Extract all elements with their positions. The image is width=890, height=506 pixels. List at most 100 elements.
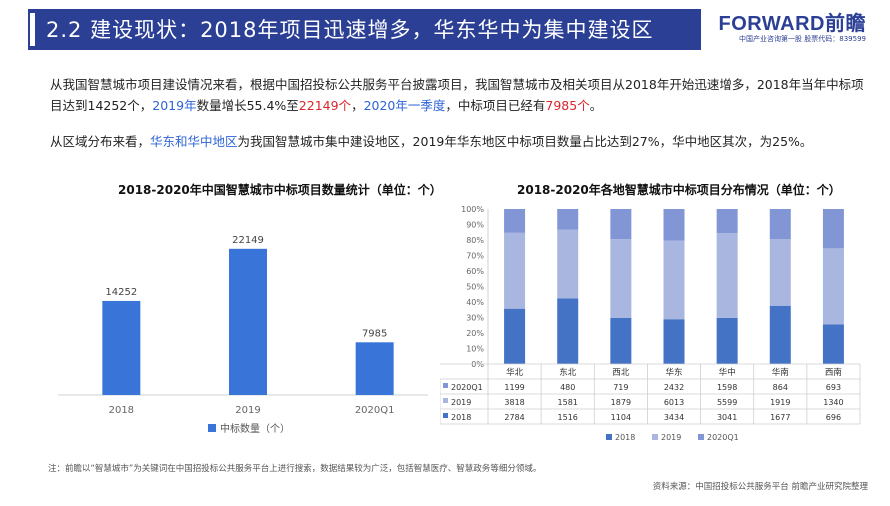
x-tick-label: 华北 [506, 367, 524, 378]
table-cell: 1340 [823, 398, 843, 407]
y-tick-label: 40% [466, 298, 484, 307]
table-cell: 696 [826, 413, 841, 422]
stack-segment-华南-2018 [769, 305, 791, 364]
table-cell: 5599 [717, 398, 737, 407]
table-cell: 3818 [504, 398, 524, 407]
x-tick-label: 西南 [825, 367, 842, 378]
footnote: 注：前瞻以“智慧城市”为关键词在中国招投标公共服务平台上进行搜索，数据结果较为广… [48, 464, 542, 474]
legend-swatch-2018 [606, 434, 612, 440]
table-row-label: 2019 [451, 398, 471, 407]
y-tick-label: 60% [466, 267, 484, 276]
y-tick-label: 80% [466, 236, 484, 245]
para2-text: 从区域分布来看， [50, 134, 151, 149]
table-cell: 1677 [770, 413, 790, 422]
table-row-label: 2020Q1 [451, 383, 483, 392]
data-label: 7985 [362, 328, 387, 339]
left-chart-title: 2018-2020年中国智慧城市中标项目数量统计（单位：个） [118, 183, 442, 197]
data-label: 14252 [105, 287, 137, 298]
stack-segment-华北-2020Q1 [504, 209, 526, 233]
stack-segment-华东-2020Q1 [663, 209, 685, 241]
x-tick-label: 华中 [719, 367, 736, 378]
legend-label: 2020Q1 [707, 433, 739, 442]
y-tick-label: 0% [471, 360, 484, 369]
page-title: 2.2 建设现状：2018年项目迅速增多，华东华中为集中建设区 [46, 18, 654, 42]
stack-segment-东北-2020Q1 [557, 209, 579, 230]
para1-highlight-2019: 2019年 [152, 98, 197, 113]
stack-segment-华北-2019 [504, 232, 526, 309]
y-tick-label: 100% [461, 205, 484, 214]
y-tick-label: 20% [466, 329, 484, 338]
para1-text: 。 [589, 98, 603, 113]
table-row-label: 2018 [451, 413, 471, 422]
y-tick-label: 50% [466, 283, 484, 292]
title-bar [28, 9, 701, 50]
stack-segment-华中-2020Q1 [716, 209, 738, 234]
x-tick-label: 华东 [665, 367, 682, 378]
table-cell: 1199 [504, 383, 524, 392]
table-cell: 693 [826, 383, 841, 392]
title-accent [30, 13, 35, 46]
table-cell: 6013 [664, 398, 684, 407]
y-tick-label: 10% [466, 345, 484, 354]
stack-segment-华东-2018 [663, 319, 685, 364]
header: 2.2 建设现状：2018年项目迅速增多，华东华中为集中建设区 FORWARD前… [0, 0, 890, 60]
y-tick-label: 30% [466, 314, 484, 323]
para1-highlight-22149: 22149个 [298, 98, 352, 113]
source-note: 资料来源：中国招投标公共服务平台 前瞻产业研究院整理 [652, 482, 868, 492]
stack-segment-西北-2020Q1 [610, 209, 632, 240]
data-label: 22149 [232, 235, 264, 246]
legend-label: 2019 [661, 433, 681, 442]
right-chart-title: 2018-2020年各地智慧城市中标项目分布情况（单位：个） [517, 183, 841, 197]
table-cell: 2432 [664, 383, 684, 392]
bar-2019 [229, 248, 267, 395]
bar-2018 [102, 300, 141, 395]
table-cell: 1598 [717, 383, 737, 392]
table-cell: 1919 [770, 398, 790, 407]
logo-subtitle: 中国产业咨询第一股 股票代码：839599 [739, 35, 866, 43]
para1-text: 数量增长55.4%至 [196, 98, 299, 113]
table-legend-key [443, 413, 448, 418]
intro-paragraph: 从我国智慧城市项目建设情况来看，根据中国招投标公共服务平台披露项目，我国智慧城市… [50, 74, 870, 116]
para1-text: ， [351, 98, 364, 113]
stack-segment-东北-2019 [557, 229, 579, 299]
para1-highlight-2020q1: 2020年一季度 [363, 98, 446, 113]
legend-label: 2018 [615, 433, 635, 442]
bar-2020Q1 [355, 342, 394, 395]
logo-text: FORWARD前瞻 [718, 13, 866, 35]
x-tick-label: 东北 [559, 367, 577, 378]
table-cell: 480 [560, 383, 575, 392]
stack-segment-西北-2018 [610, 317, 632, 364]
forward-logo: FORWARD前瞻 中国产业咨询第一股 股票代码：839599 [719, 14, 866, 44]
legend-label: 中标数量（个） [220, 422, 290, 435]
legend-swatch [208, 424, 216, 432]
table-cell: 3041 [717, 413, 737, 422]
para1-text: 从我国智慧城市项目建设情况来看，根据中国招投标公共服务平台披露项目，我国智慧城市… [50, 77, 864, 113]
table-cell: 2784 [504, 413, 524, 422]
x-tick-label: 西北 [612, 368, 630, 378]
x-tick-label: 华南 [772, 367, 789, 378]
stack-segment-西南-2020Q1 [822, 209, 844, 249]
region-paragraph: 从区域分布来看，华东和华中地区为我国智慧城市集中建设地区，2019年华东地区中标… [50, 131, 870, 152]
y-tick-label: 90% [466, 221, 484, 230]
right-stacked-chart: 0% 10% 20% 30% 40% 50% 60% 70% 80% 90% 100% 华北 东北 西北 华… [440, 205, 861, 442]
table-cell: 1879 [611, 398, 631, 407]
legend-swatch-2020Q1 [698, 434, 704, 440]
y-tick-label: 70% [466, 252, 484, 261]
table-cell: 1581 [558, 398, 578, 407]
left-bar-chart: 14252 2018 22149 2019 7985 2020Q1 中标数量（个） [58, 235, 428, 435]
stack-segment-华东-2019 [663, 240, 685, 320]
table-cell: 1516 [558, 413, 578, 422]
stack-segment-华中-2019 [716, 233, 738, 318]
stack-segment-华北-2018 [504, 308, 526, 364]
x-tick-label: 2018 [109, 405, 134, 416]
table-cell: 3434 [664, 413, 684, 422]
para1-highlight-7985: 7985个 [545, 98, 590, 113]
table-cell: 1104 [611, 413, 631, 422]
stack-segment-华南-2019 [769, 239, 791, 306]
stack-segment-西南-2019 [822, 248, 844, 325]
table-legend-key [443, 383, 448, 388]
para2-highlight-regions: 华东和华中地区 [150, 134, 238, 149]
stack-segment-华南-2020Q1 [769, 209, 791, 240]
para2-text: 为我国智慧城市集中建设地区，2019年华东地区中标项目数量占比达到27%，华中地… [237, 134, 813, 149]
stack-segment-华中-2018 [716, 317, 738, 364]
